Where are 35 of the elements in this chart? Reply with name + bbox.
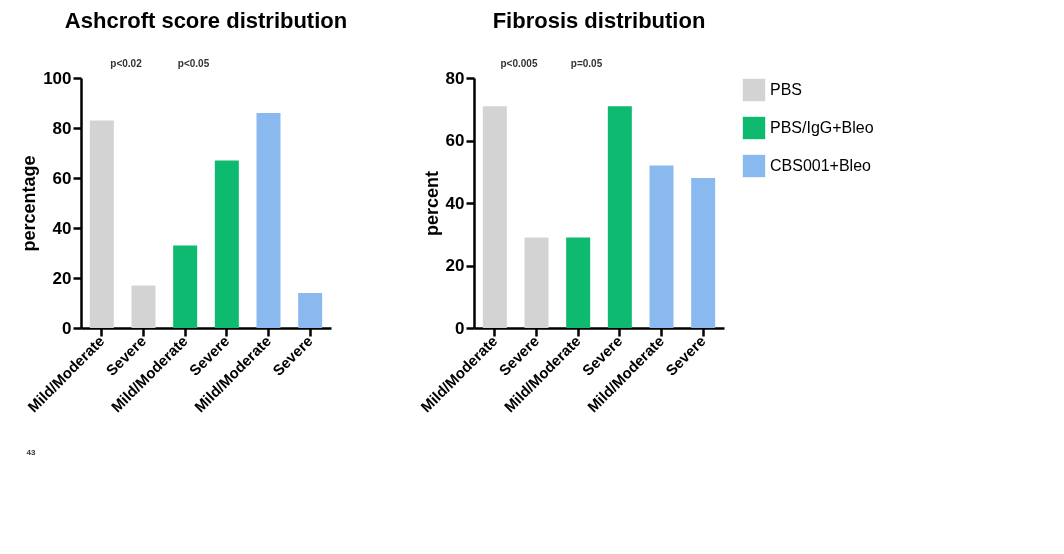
bar <box>691 178 716 328</box>
bar <box>214 160 239 328</box>
chart-title: Ashcroft score distribution <box>64 8 348 33</box>
bar <box>298 293 323 328</box>
bar <box>524 237 549 328</box>
bar <box>173 245 198 328</box>
y-tick-label: 0 <box>455 318 465 338</box>
bar <box>256 113 281 328</box>
y-axis-title: percent <box>421 170 442 237</box>
bar <box>482 106 507 328</box>
bar <box>89 120 114 328</box>
y-tick-label: 80 <box>52 118 72 138</box>
bar <box>566 237 591 328</box>
bar <box>649 165 674 328</box>
y-axis-title: percentage <box>19 155 40 252</box>
y-tick-label: 100 <box>43 68 72 88</box>
legend-label: CBS001+Bleo <box>770 157 872 174</box>
y-tick-label: 0 <box>62 318 72 338</box>
text: p<0.05 <box>177 58 210 69</box>
text: p=0.05 <box>570 58 603 69</box>
y-tick-label: 60 <box>445 131 465 150</box>
y-tick-label: 40 <box>52 218 72 238</box>
y-tick-label: 60 <box>52 168 72 188</box>
legend-label: PBS/IgG+Bleo <box>770 119 874 136</box>
text: 43 <box>26 448 36 457</box>
y-tick-label: 20 <box>445 256 465 275</box>
text: p<0.02 <box>110 58 143 69</box>
y-tick-label: 80 <box>445 68 465 88</box>
y-tick-label: 20 <box>52 268 72 288</box>
y-tick-label: 40 <box>445 193 465 213</box>
legend-label: PBS <box>770 81 803 98</box>
bar <box>131 285 156 328</box>
text: p<0.005 <box>500 58 538 69</box>
bar <box>607 106 632 328</box>
chart-title: Fibrosis distribution <box>492 8 706 33</box>
